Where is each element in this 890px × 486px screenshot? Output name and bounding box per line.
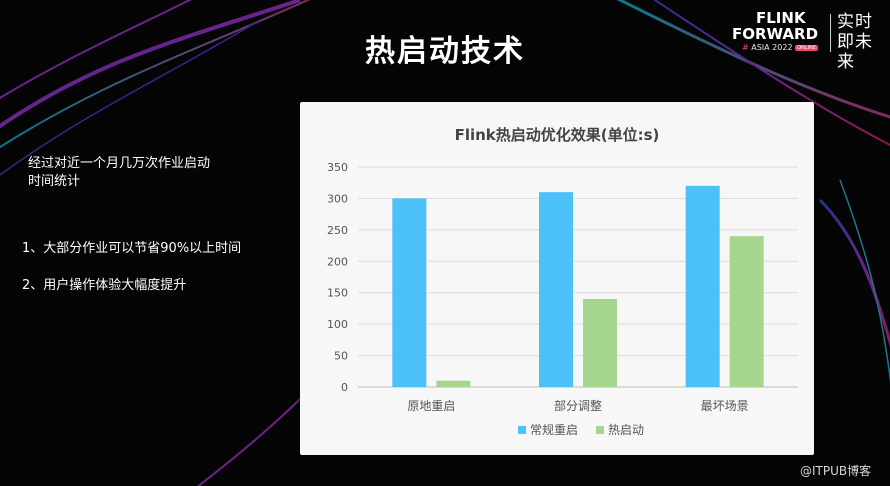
logo-subtitle: # ASIA 2022 ONLINE xyxy=(742,43,818,52)
logo-word-forward: FORWARD xyxy=(732,25,819,43)
bar-normal-restart xyxy=(685,185,720,387)
y-tick-label: 200 xyxy=(327,255,348,268)
bar-hot-start xyxy=(436,380,471,387)
legend-swatch xyxy=(596,426,604,434)
logo-divider xyxy=(830,14,831,52)
bar-chart: Flink热启动优化效果(单位:s) 0 50 100 150 200 250 300 350 原… xyxy=(327,126,798,437)
y-tick-label: 350 xyxy=(327,161,348,174)
y-tick-label: 100 xyxy=(327,318,348,331)
bar-normal-restart xyxy=(539,192,573,387)
chart-title: Flink热启动优化效果(单位:s) xyxy=(455,126,660,144)
bullet-point-1: 1、大部分作业可以节省90%以上时间 xyxy=(22,241,242,256)
x-tick-label: 部分调整 xyxy=(554,398,602,413)
x-tick-label: 最坏场景 xyxy=(701,399,749,413)
watermark: @ITPUB博客 xyxy=(800,464,872,478)
legend-label: 常规重启 xyxy=(530,422,578,437)
logo-hash: # xyxy=(742,43,749,52)
bar-normal-restart xyxy=(392,198,427,387)
y-tick-label: 300 xyxy=(327,192,348,205)
y-tick-label: 250 xyxy=(327,224,348,237)
intro-line-2: 时间统计 xyxy=(28,174,81,189)
y-tick-label: 50 xyxy=(334,350,348,363)
legend-swatch xyxy=(518,426,526,434)
intro-text: 经过对近一个月几万次作业启动 时间统计 xyxy=(28,155,210,191)
intro-line-1: 经过对近一个月几万次作业启动 xyxy=(28,156,211,171)
logo-online-badge: ONLINE xyxy=(795,44,818,51)
y-tick-label: 0 xyxy=(341,381,348,394)
logo-tagline: 实时即未来 xyxy=(837,12,873,72)
logo-subtitle-text: ASIA 2022 xyxy=(751,43,793,52)
flink-forward-logo: FLINK FORWARD # ASIA 2022 ONLINE 实时即未来 xyxy=(718,9,883,72)
legend-label: 热启动 xyxy=(608,423,644,437)
chart-panel: Flink热启动优化效果(单位:s) 0 50 100 150 200 250 300 350 原… xyxy=(300,102,814,455)
bullet-point-2: 2、用户操作体验大幅度提升 xyxy=(22,278,187,293)
slide-title: 热启动技术 xyxy=(365,34,525,69)
logo-word-flink: FLINK xyxy=(756,9,806,27)
x-tick-label: 原地重启 xyxy=(407,399,455,413)
y-tick-label: 150 xyxy=(327,287,348,300)
bar-hot-start xyxy=(729,236,764,387)
bar-hot-start xyxy=(583,299,617,387)
